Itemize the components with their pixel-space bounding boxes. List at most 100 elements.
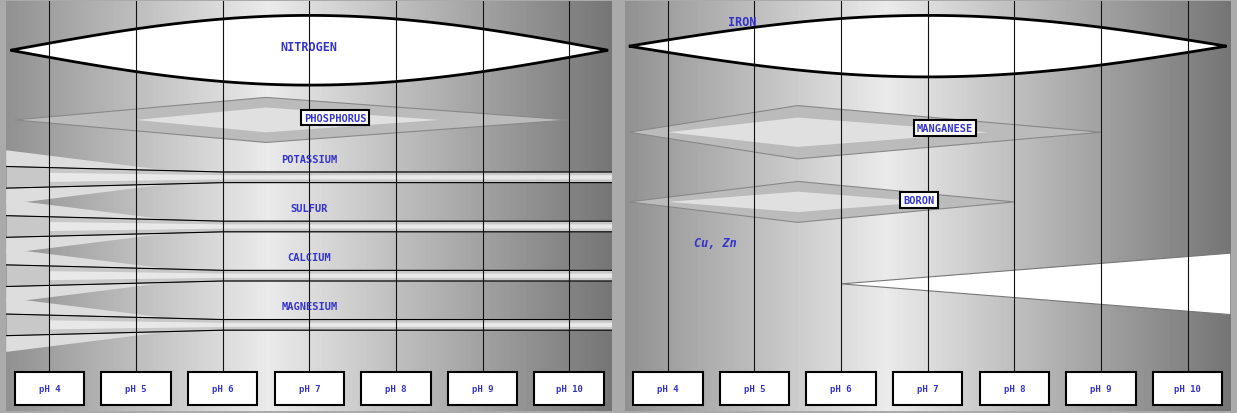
Bar bbox=[1222, 2, 1226, 411]
Bar bbox=[737, 2, 741, 411]
Bar bbox=[254, 2, 257, 411]
Bar bbox=[1183, 2, 1188, 411]
Bar bbox=[729, 2, 732, 411]
FancyBboxPatch shape bbox=[1153, 372, 1222, 405]
FancyBboxPatch shape bbox=[534, 372, 604, 405]
Polygon shape bbox=[11, 17, 609, 86]
Bar bbox=[136, 2, 141, 411]
Bar bbox=[936, 2, 940, 411]
Bar bbox=[288, 2, 292, 411]
Bar bbox=[1136, 2, 1139, 411]
Bar bbox=[1084, 2, 1087, 411]
Text: PHOSPHORUS: PHOSPHORUS bbox=[304, 114, 366, 123]
Polygon shape bbox=[841, 254, 1231, 315]
Bar bbox=[841, 2, 845, 411]
Bar bbox=[672, 2, 677, 411]
Bar bbox=[1079, 2, 1084, 411]
Bar bbox=[992, 2, 997, 411]
Bar bbox=[517, 2, 522, 411]
Text: IRON: IRON bbox=[729, 16, 757, 29]
Bar bbox=[1110, 2, 1113, 411]
Bar bbox=[905, 2, 910, 411]
Bar bbox=[245, 2, 249, 411]
Bar bbox=[309, 2, 314, 411]
Bar bbox=[1209, 2, 1213, 411]
Bar bbox=[574, 2, 578, 411]
Bar bbox=[1066, 2, 1070, 411]
Bar bbox=[176, 2, 179, 411]
Bar bbox=[807, 2, 810, 411]
Bar bbox=[439, 2, 444, 411]
Bar bbox=[1118, 2, 1122, 411]
Text: MAGNESIUM: MAGNESIUM bbox=[281, 301, 338, 311]
Polygon shape bbox=[628, 106, 1101, 159]
Bar bbox=[876, 2, 880, 411]
Bar bbox=[448, 2, 453, 411]
Bar bbox=[1009, 2, 1014, 411]
Bar bbox=[335, 2, 340, 411]
Bar bbox=[228, 2, 231, 411]
Bar bbox=[552, 2, 557, 411]
Bar bbox=[591, 2, 595, 411]
Bar bbox=[949, 2, 954, 411]
Bar bbox=[430, 2, 435, 411]
Bar bbox=[988, 2, 992, 411]
Bar bbox=[1191, 2, 1196, 411]
Bar bbox=[314, 2, 318, 411]
Polygon shape bbox=[668, 192, 928, 213]
Bar bbox=[132, 2, 136, 411]
Bar bbox=[1113, 2, 1118, 411]
Text: pH 7: pH 7 bbox=[298, 384, 320, 393]
Bar bbox=[919, 2, 923, 411]
Bar bbox=[1153, 2, 1157, 411]
Bar bbox=[781, 2, 784, 411]
Bar bbox=[150, 2, 153, 411]
Bar bbox=[456, 2, 461, 411]
Bar bbox=[897, 2, 902, 411]
Bar bbox=[1148, 2, 1153, 411]
Bar bbox=[340, 2, 344, 411]
Bar bbox=[902, 2, 905, 411]
Bar bbox=[980, 2, 983, 411]
Bar bbox=[1105, 2, 1110, 411]
Bar bbox=[404, 2, 409, 411]
Bar bbox=[1213, 2, 1217, 411]
Bar bbox=[292, 2, 297, 411]
Bar bbox=[11, 2, 15, 411]
Text: pH 10: pH 10 bbox=[1174, 384, 1201, 393]
Bar bbox=[1217, 2, 1222, 411]
Bar bbox=[413, 2, 418, 411]
Bar bbox=[162, 2, 167, 411]
Bar bbox=[680, 2, 685, 411]
Bar bbox=[1170, 2, 1174, 411]
Bar bbox=[409, 2, 413, 411]
Bar bbox=[828, 2, 833, 411]
Bar bbox=[854, 2, 858, 411]
Bar bbox=[833, 2, 836, 411]
Bar bbox=[106, 2, 110, 411]
Polygon shape bbox=[6, 200, 223, 254]
Bar bbox=[824, 2, 828, 411]
Bar bbox=[240, 2, 245, 411]
Polygon shape bbox=[49, 173, 612, 183]
Bar bbox=[677, 2, 680, 411]
Bar bbox=[379, 2, 383, 411]
Bar bbox=[1044, 2, 1049, 411]
Bar bbox=[231, 2, 236, 411]
Polygon shape bbox=[6, 151, 223, 205]
Text: pH 5: pH 5 bbox=[743, 384, 766, 393]
Bar bbox=[465, 2, 470, 411]
Bar bbox=[646, 2, 651, 411]
Bar bbox=[940, 2, 945, 411]
Bar bbox=[427, 2, 430, 411]
Bar bbox=[141, 2, 145, 411]
Text: NITROGEN: NITROGEN bbox=[281, 40, 338, 54]
Bar bbox=[668, 2, 672, 411]
Bar bbox=[80, 2, 84, 411]
Bar bbox=[703, 2, 706, 411]
Polygon shape bbox=[6, 216, 612, 238]
Polygon shape bbox=[668, 118, 988, 147]
Bar bbox=[344, 2, 349, 411]
Bar bbox=[1096, 2, 1101, 411]
Bar bbox=[353, 2, 357, 411]
